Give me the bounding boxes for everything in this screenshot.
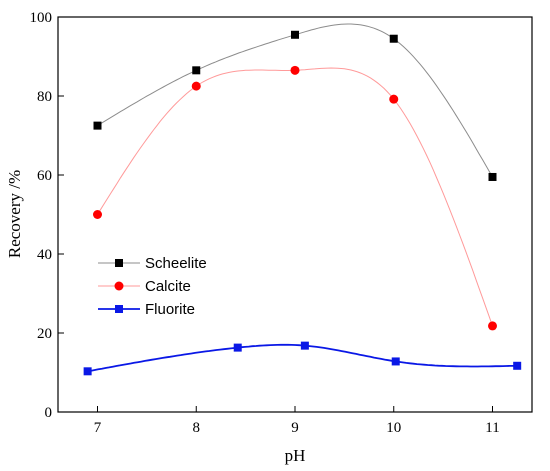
y-tick-label: 0 (45, 405, 53, 421)
legend-label: Calcite (145, 278, 191, 295)
data-points (83, 30, 522, 376)
fit-curves (87, 23, 518, 373)
legend-marker (115, 305, 123, 313)
axis-ticks: 7 8 9 10 11 0 20 40 60 80 100 (30, 10, 500, 436)
data-point (191, 81, 201, 91)
data-point (290, 65, 300, 75)
data-point (300, 341, 309, 350)
legend-marker (114, 281, 124, 291)
x-tick-label: 7 (94, 420, 102, 436)
data-point (192, 66, 201, 75)
data-point (389, 34, 398, 43)
legend-marker (115, 259, 123, 267)
data-point (93, 121, 102, 130)
x-tick-label: 11 (485, 420, 499, 436)
x-tick-label: 8 (193, 420, 201, 436)
legend-label: Fluorite (145, 301, 195, 318)
legend-label: Scheelite (145, 255, 207, 272)
y-tick-label: 60 (37, 168, 52, 184)
data-point (513, 361, 522, 370)
data-point (389, 94, 399, 104)
x-tick-label: 9 (291, 420, 299, 436)
y-tick-label: 80 (37, 89, 52, 105)
x-tick-label: 10 (386, 420, 401, 436)
x-axis-title: pH (285, 446, 306, 465)
plot-frame (57, 16, 533, 413)
y-axis-title: Recovery /% (5, 170, 24, 258)
y-tick-label: 100 (30, 10, 53, 26)
y-tick-label: 40 (37, 247, 52, 263)
legend: Scheelite Calcite Fluorite (98, 255, 207, 318)
data-point (291, 30, 299, 39)
data-point (93, 210, 102, 219)
y-tick-label: 20 (37, 326, 52, 342)
data-point (83, 367, 92, 376)
data-point (488, 321, 497, 331)
data-point (488, 172, 497, 181)
data-point (233, 343, 242, 352)
series-line (97, 23, 493, 178)
data-point (391, 357, 400, 366)
